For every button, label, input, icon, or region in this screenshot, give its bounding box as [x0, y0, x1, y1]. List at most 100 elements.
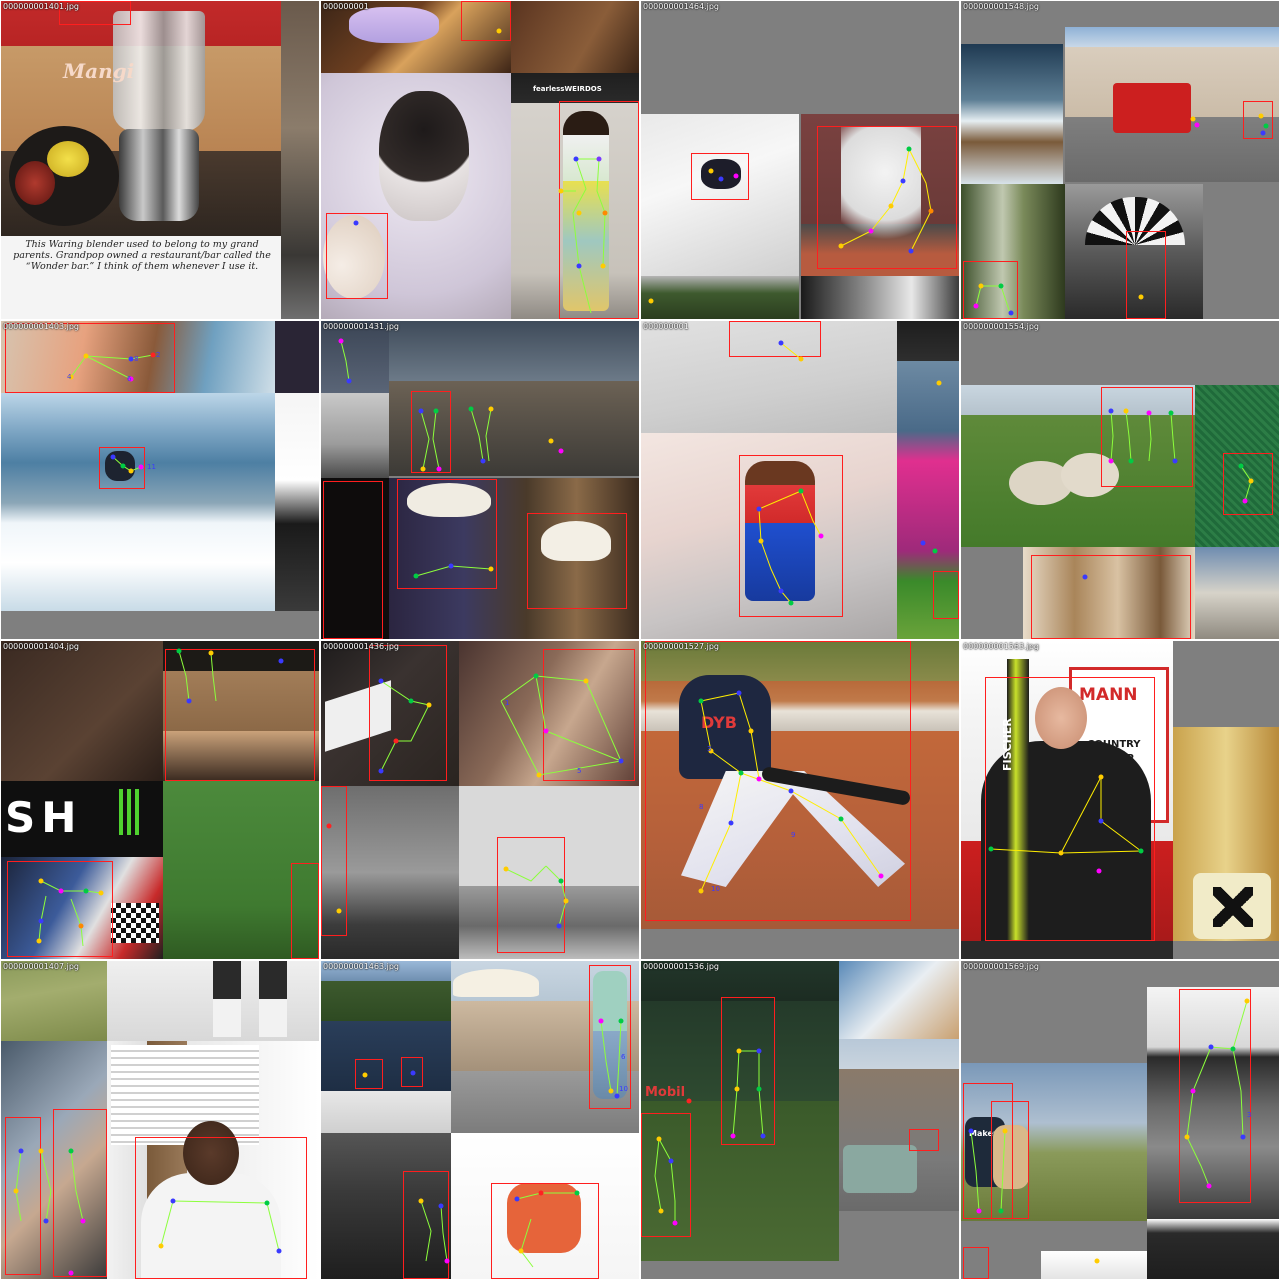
cowboy-hat-2: [541, 521, 611, 561]
keypoint-number: 3: [1247, 1111, 1252, 1119]
sign-text: Mobil: [645, 1085, 686, 1100]
image-filename: 000000001463.jpg: [323, 962, 399, 971]
man-head: [183, 1121, 239, 1185]
sticker-x: [1213, 887, 1253, 927]
skier: [701, 159, 741, 189]
skis: [1007, 659, 1029, 941]
photo-grey-gap: [839, 1211, 959, 1279]
bbox: [909, 1129, 939, 1151]
keypoint-number: 10: [711, 885, 720, 893]
tile-1554: 000000001554.jpg: [961, 321, 1279, 639]
bbox: [729, 321, 821, 357]
bbox: [355, 1059, 383, 1089]
tile-1401: Mangi This Waring blender used to belong…: [1, 1, 319, 319]
keypoint-number: 8: [134, 355, 139, 363]
image-filename: 000000001536.jpg: [643, 962, 719, 971]
photo-hall: [321, 1133, 451, 1279]
bbox: [321, 786, 347, 936]
bbox: [691, 153, 749, 200]
photo-field: [1, 961, 107, 1041]
photo-crowd: [389, 321, 639, 476]
photo-bed: [459, 641, 639, 786]
photo-river: [321, 961, 451, 1133]
tile-1548: 000000001548.jpg: [961, 1, 1279, 319]
bbox: [527, 513, 627, 609]
bbox: [559, 101, 639, 319]
photo-bw-tree: [321, 786, 459, 959]
bbox: [933, 571, 959, 619]
pose-overlay: [13, 1148, 282, 1276]
surfer: [105, 451, 135, 481]
bbox: [1179, 989, 1251, 1203]
photo-boat: [1, 321, 275, 393]
photo-white-side: [275, 393, 319, 611]
bbox: [165, 649, 315, 781]
tile-1436: 1 5 000000001436.jpg: [321, 641, 639, 959]
photo-tennis-crowd: [1, 1041, 107, 1279]
photo-table: [511, 1, 639, 73]
sign-text: SH: [5, 793, 83, 842]
bbox: [5, 323, 175, 393]
pose-overlay: [326, 673, 624, 929]
bbox: [641, 1113, 691, 1237]
pose-overlay: [1082, 408, 1254, 580]
bbox: [963, 1247, 989, 1279]
horse-leg-2: [259, 961, 287, 1037]
keypoint-number: 11: [147, 463, 156, 471]
photo-bottom-right: [1147, 1219, 1279, 1279]
image-filename: 000000001431.jpg: [323, 322, 399, 331]
tile-1569: MakerS 3 000000001569.jpg: [961, 961, 1279, 1279]
sign-text: DYB: [701, 713, 737, 732]
checkered-flag: [111, 903, 159, 943]
bbox: [817, 126, 957, 269]
photo-grass: [163, 781, 319, 959]
pose-overlay: [968, 998, 1250, 1264]
image-filename: 000000001: [643, 322, 689, 331]
bbox: [721, 997, 775, 1145]
bbox: [1101, 387, 1193, 487]
tile-1536: Mobil 000000001536.jpg: [641, 961, 959, 1279]
keypoint-number: 6: [621, 1053, 626, 1061]
skater-girl: [745, 461, 815, 601]
pose-overlay: [338, 338, 564, 579]
bbox: [739, 455, 843, 617]
photo-grey-street: [321, 393, 389, 478]
man-shirt: [141, 1173, 281, 1279]
blender-base: [119, 129, 199, 221]
bbox: [401, 1057, 423, 1087]
photo-plate-top: [839, 961, 959, 1039]
photo-indoor-tennis: [641, 961, 839, 1261]
pose-overlay: [973, 113, 1269, 317]
apple: [15, 161, 55, 205]
bbox: [1031, 555, 1191, 639]
image-filename: 000000001554.jpg: [963, 322, 1039, 331]
bbox: [1243, 101, 1273, 139]
horse-leg: [213, 961, 241, 1037]
image-filename: 000000001401.jpg: [3, 2, 79, 11]
photo-suit: [1023, 547, 1195, 639]
photo-frisbee-beach: [459, 786, 639, 959]
photo-bw: [801, 276, 959, 319]
blinds: [111, 1045, 259, 1145]
keypoint-number: 8: [699, 803, 704, 811]
photo-crowd-top: [321, 321, 389, 393]
monster-claw: [119, 789, 143, 835]
bbox: [369, 645, 447, 781]
plate: [323, 215, 385, 299]
sign-text: MakerS: [969, 1129, 1003, 1138]
photo-side-strip: [281, 1, 319, 319]
bbox: [461, 1, 511, 41]
cowboy-hat: [407, 483, 491, 517]
bbox: [1126, 231, 1166, 319]
photo-caption: This Waring blender used to belong to my…: [13, 239, 271, 272]
pose-overlay: [698, 690, 884, 894]
keypoint-number: 1: [505, 699, 510, 707]
bbox: [53, 1109, 107, 1277]
image-filename: 000000001: [323, 2, 369, 11]
sign-text: MANN: [1079, 685, 1138, 705]
bbox: [1223, 453, 1273, 515]
image-filename: 000000001407.jpg: [3, 962, 79, 971]
cake: [349, 7, 439, 43]
bbox: [963, 1083, 1013, 1219]
